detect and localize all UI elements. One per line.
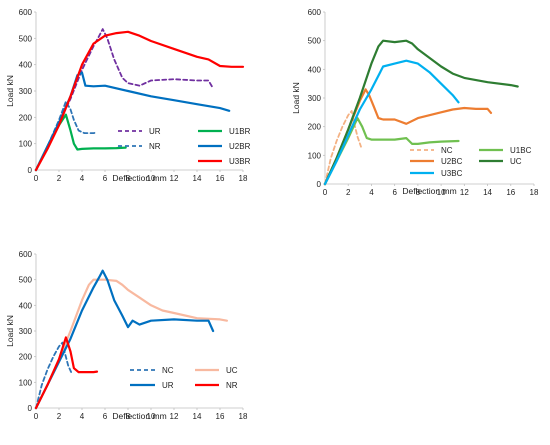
series-line-nr <box>35 100 98 171</box>
x-tick-label: 18 <box>239 412 248 421</box>
legend-label-uc: UC <box>226 366 238 375</box>
series-line-u1bc <box>323 116 460 186</box>
series-line-uc <box>34 278 228 410</box>
series-group <box>34 28 245 172</box>
y-tick-label: 200 <box>19 353 33 362</box>
y-tick-label: 200 <box>308 123 322 132</box>
chart-2: 0 100 200 300 400 500 600 0 2 4 6 8 10 12 14 16 18 Deflec… <box>291 8 539 197</box>
x-tick-label: 0 <box>34 174 39 183</box>
x-tick-label: 14 <box>193 174 202 183</box>
series-group <box>34 269 228 410</box>
y-tick-label: 0 <box>317 180 322 189</box>
x-tick-label: 4 <box>369 188 374 197</box>
y-tick-label: 300 <box>19 327 33 336</box>
y-tick-label: 500 <box>19 276 33 285</box>
legend: UR U1BR NR U2BR U3BR <box>118 127 251 166</box>
x-tick-label: 12 <box>460 188 469 197</box>
chart-1: 0 100 200 300 400 500 600 0 2 4 6 8 10 12 14 16 18 Deflec… <box>5 8 251 183</box>
y-tick-label: 600 <box>19 250 33 259</box>
series-line-ur <box>34 269 215 410</box>
series-line-nc <box>35 341 73 409</box>
legend-label-nc: NC <box>441 146 453 155</box>
x-tick-label: 6 <box>103 412 108 421</box>
series-line-nc <box>324 110 362 185</box>
x-tick-label: 4 <box>80 412 85 421</box>
axes: 0 100 200 300 400 500 600 0 2 4 6 8 10 12 14 16 18 <box>308 8 539 197</box>
legend-label-u3br: U3BR <box>229 157 251 166</box>
series-line-u2br <box>34 71 231 172</box>
legend-label-nr: NR <box>149 142 161 151</box>
series-line-ur <box>35 28 215 171</box>
legend-label-u1br: U1BR <box>229 127 251 136</box>
axes: 0 100 200 300 400 500 600 0 2 4 6 8 10 12 14 16 18 <box>19 8 248 183</box>
series-line-nr <box>34 336 99 410</box>
y-axis-title: Load kN <box>291 82 301 114</box>
legend-label-nr: NR <box>226 381 238 390</box>
y-tick-label: 500 <box>308 37 322 46</box>
x-tick-label: 14 <box>193 412 202 421</box>
x-tick-label: 16 <box>506 188 515 197</box>
x-tick-label: 14 <box>483 188 492 197</box>
y-tick-label: 200 <box>19 113 33 122</box>
x-tick-label: 6 <box>103 174 108 183</box>
x-tick-label: 6 <box>392 188 397 197</box>
y-tick-label: 0 <box>28 404 33 413</box>
y-tick-label: 600 <box>308 8 322 17</box>
x-tick-label: 2 <box>57 174 62 183</box>
x-tick-label: 12 <box>170 412 179 421</box>
x-tick-label: 8 <box>126 174 131 183</box>
y-tick-label: 600 <box>19 8 33 17</box>
x-tick-label: 12 <box>170 174 179 183</box>
y-tick-label: 400 <box>308 65 322 74</box>
legend-label-ur: UR <box>162 381 174 390</box>
y-tick-label: 500 <box>19 34 33 43</box>
legend-label-u2bc: U2BC <box>441 157 463 166</box>
x-axis-title: Deflection mm <box>112 411 166 421</box>
y-axis-title: Load kN <box>5 75 15 107</box>
x-tick-label: 10 <box>147 412 156 421</box>
x-tick-label: 0 <box>323 188 328 197</box>
x-axis-title: Deflection mm <box>112 173 166 183</box>
series-line-u3br <box>34 30 245 172</box>
y-tick-label: 400 <box>19 301 33 310</box>
series-line-u3bc <box>323 59 460 186</box>
y-tick-label: 100 <box>19 378 33 387</box>
x-tick-label: 2 <box>346 188 351 197</box>
legend-label-u1bc: U1BC <box>510 146 532 155</box>
legend-label-ur: UR <box>149 127 161 136</box>
y-tick-label: 400 <box>19 61 33 70</box>
x-tick-label: 16 <box>216 412 225 421</box>
x-axis-title: Deflection mm <box>402 186 456 196</box>
series-line-uc <box>323 39 519 186</box>
x-tick-label: 18 <box>530 188 539 197</box>
x-tick-label: 10 <box>147 174 156 183</box>
legend-label-u2br: U2BR <box>229 142 251 151</box>
legend-label-uc: UC <box>510 157 522 166</box>
legend-label-nc: NC <box>162 366 174 375</box>
series-group <box>323 39 519 186</box>
x-tick-label: 16 <box>216 174 225 183</box>
x-tick-label: 8 <box>126 412 131 421</box>
x-tick-label: 2 <box>57 412 62 421</box>
axes: 0 100 200 300 400 500 600 0 2 4 6 8 10 12 14 16 18 <box>19 250 248 421</box>
legend: NC UC UR NR <box>130 366 238 390</box>
legend-label-u3bc: U3BC <box>441 169 463 178</box>
y-tick-label: 0 <box>28 166 33 175</box>
legend: NC U1BC U2BC UC U3BC <box>410 146 532 178</box>
chart-3: 0 100 200 300 400 500 600 0 2 4 6 8 10 12 14 16 18 Deflec… <box>5 250 248 421</box>
y-tick-label: 100 <box>19 140 33 149</box>
x-tick-label: 0 <box>34 412 39 421</box>
x-tick-label: 8 <box>416 188 421 197</box>
y-axis-title: Load kN <box>5 315 15 347</box>
x-tick-label: 4 <box>80 174 85 183</box>
x-tick-label: 18 <box>239 174 248 183</box>
y-tick-label: 100 <box>308 151 322 160</box>
x-tick-label: 10 <box>437 188 446 197</box>
y-tick-label: 300 <box>19 87 33 96</box>
y-tick-label: 300 <box>308 94 322 103</box>
